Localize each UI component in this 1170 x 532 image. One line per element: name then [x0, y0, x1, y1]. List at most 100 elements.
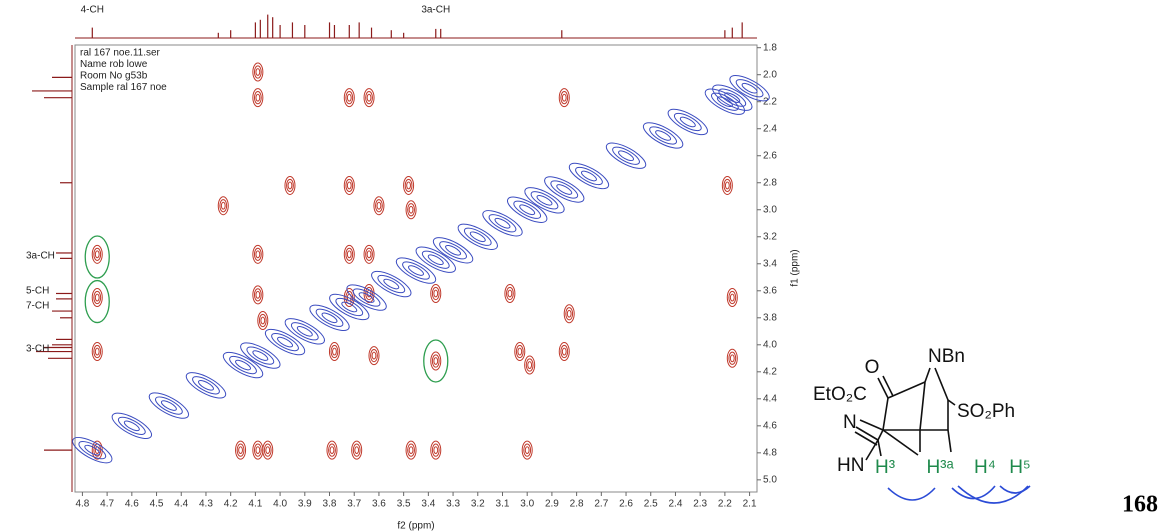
contour — [580, 170, 597, 182]
contour — [517, 347, 523, 356]
atom-label: EtO₂C — [813, 384, 867, 405]
contour — [255, 250, 261, 259]
cross-peak — [363, 244, 375, 264]
contour — [366, 93, 372, 102]
cross-peak — [91, 288, 103, 308]
contour — [93, 290, 102, 305]
x-tick-label: 3.5 — [397, 499, 411, 510]
contour — [185, 372, 227, 399]
contour — [358, 292, 375, 303]
y-axis-label: f1 (ppm) — [790, 249, 801, 286]
proton-label: H³ — [875, 457, 895, 478]
cross-peak — [504, 283, 516, 303]
diagonal-peak — [284, 318, 325, 345]
contour — [365, 91, 373, 105]
x-tick-label: 4.2 — [224, 499, 238, 510]
contour — [514, 342, 526, 362]
noe-arrows — [887, 485, 1031, 504]
contour — [667, 108, 708, 136]
structure: O NBn EtO₂C SO₂Ph N HN H³ H³ᵃ H⁴ H⁵ — [813, 346, 1031, 504]
contour — [370, 348, 378, 363]
contour — [352, 288, 381, 307]
contour — [560, 344, 569, 359]
x-tick-label: 4.7 — [100, 499, 114, 510]
contour — [354, 446, 360, 455]
contour — [723, 178, 732, 193]
contour — [366, 250, 372, 259]
contour — [257, 310, 269, 330]
contour — [72, 436, 113, 464]
contour — [117, 416, 146, 435]
contour — [363, 88, 375, 108]
cross-peak — [91, 244, 103, 264]
cross-peak — [514, 342, 526, 362]
contour — [346, 284, 387, 311]
diagonal-peak — [309, 304, 350, 331]
contour — [309, 304, 350, 331]
plot-frame — [74, 44, 758, 493]
contour — [236, 443, 245, 457]
x-tick-label: 3.3 — [446, 499, 460, 510]
proton-label: H³ᵃ — [926, 457, 954, 478]
contour — [383, 278, 400, 290]
contour — [741, 82, 758, 94]
diagonal-peak — [240, 342, 281, 369]
highlight-circle — [84, 235, 110, 279]
contour — [346, 250, 352, 259]
x-tick-label: 2.5 — [644, 499, 658, 510]
x-tick-label: 3.4 — [421, 499, 435, 510]
contour — [343, 288, 355, 308]
contour — [346, 93, 352, 102]
diagonal-peak — [415, 246, 456, 273]
cross-peak — [726, 288, 738, 308]
contour — [91, 244, 103, 264]
contour — [402, 261, 430, 280]
cross-peak — [252, 285, 264, 305]
contour — [94, 250, 100, 259]
contour — [329, 293, 370, 321]
contour — [405, 440, 417, 460]
contour — [575, 166, 603, 186]
contour — [408, 205, 414, 214]
info-line: Sample ral 167 noe — [80, 82, 167, 93]
contour — [252, 62, 264, 82]
contour — [728, 351, 737, 365]
diagonal-peak — [507, 196, 548, 223]
contour — [395, 257, 437, 284]
contour — [235, 440, 247, 460]
contour — [222, 351, 264, 379]
contour — [488, 214, 517, 233]
contour — [123, 420, 140, 432]
y-tick-label: 2.0 — [763, 69, 777, 80]
contour — [296, 325, 313, 337]
contour — [330, 344, 339, 359]
contour — [265, 446, 271, 455]
diagonal-peak — [568, 162, 610, 190]
y-tick-label: 3.2 — [763, 231, 777, 242]
peak-label: 3a-CH — [421, 5, 450, 16]
contour — [566, 309, 572, 318]
contour — [560, 91, 569, 105]
bonds — [854, 367, 956, 461]
cross-peak — [252, 62, 264, 82]
diagonal-peak — [605, 142, 647, 169]
cross-peak — [343, 175, 355, 195]
cross-peak — [430, 283, 442, 303]
contour — [258, 313, 267, 328]
x-tick-label: 3.9 — [298, 499, 312, 510]
contour — [271, 332, 299, 352]
contour — [91, 288, 103, 308]
contour — [345, 178, 354, 193]
contour — [377, 274, 406, 294]
y-tick-label: 3.8 — [763, 312, 777, 323]
diagonal-peak — [482, 210, 523, 237]
contour — [253, 65, 262, 79]
contour — [527, 361, 533, 369]
cross-peak — [284, 175, 296, 195]
contour — [253, 91, 262, 105]
cross-peak — [257, 310, 269, 330]
cross-peak — [524, 355, 536, 375]
x-tick-label: 3.0 — [520, 499, 534, 510]
proton-label: H⁵ — [1009, 457, 1031, 478]
y-tick-label: 3.4 — [763, 258, 777, 269]
